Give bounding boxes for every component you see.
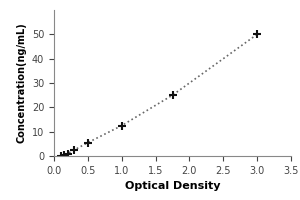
Y-axis label: Concentration(ng/mL): Concentration(ng/mL): [16, 23, 26, 143]
X-axis label: Optical Density: Optical Density: [125, 181, 220, 191]
